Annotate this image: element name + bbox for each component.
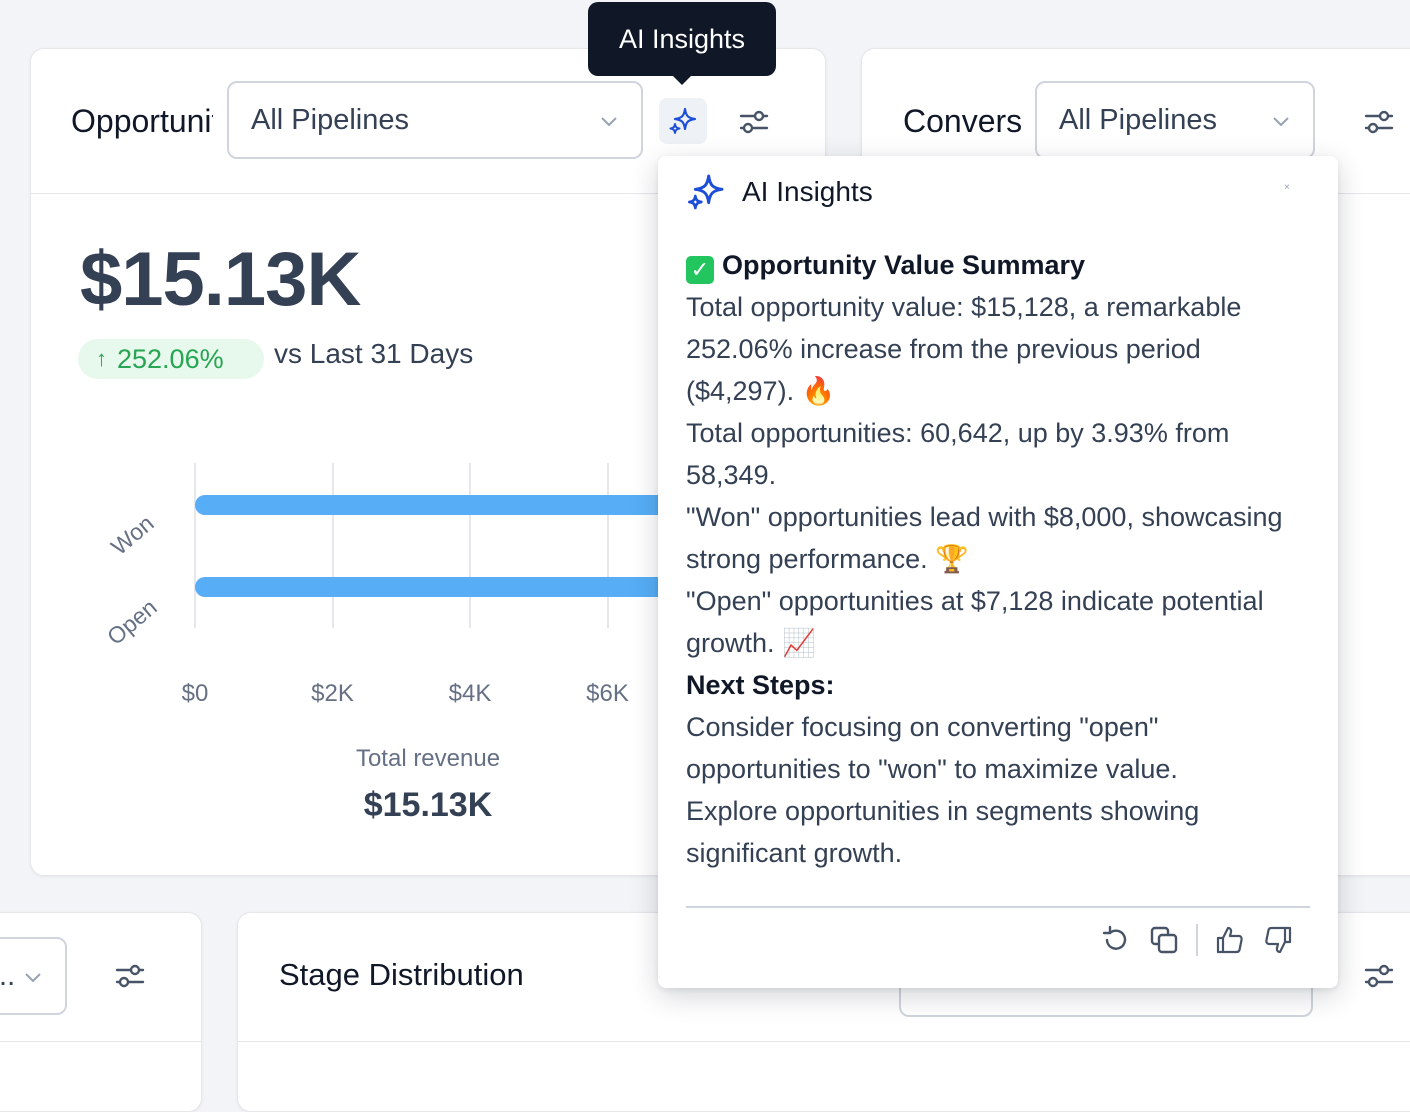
filter-button[interactable] (737, 105, 771, 139)
filter-sliders-icon (115, 964, 145, 988)
refresh-icon (1102, 925, 1127, 950)
total-revenue-label: Total revenue (355, 745, 501, 772)
sparkle-icon (688, 174, 724, 210)
thumbs-up-icon (1216, 926, 1243, 954)
next-step: Consider focusing on converting "open" o… (686, 712, 1178, 784)
ai-insights-panel: AI Insights × ✓ Opportunity Value Summary… (658, 156, 1338, 988)
pipeline-select[interactable]: All Pipelines (1035, 81, 1315, 159)
chevron-down-icon (601, 117, 617, 127)
chart-gridline (606, 463, 609, 628)
pipeline-select-value: All Pipelines (251, 103, 409, 136)
card-header-divider (238, 1041, 1410, 1042)
chart-up-icon: 📈 (782, 628, 816, 658)
insight-line: "Open" opportunities at $7,128 indicate … (686, 586, 1264, 658)
total-revenue-value: $15.13K (363, 786, 493, 824)
pipeline-select[interactable]: All Pipelines (227, 81, 643, 159)
bottom-left-card: ... (0, 912, 202, 1112)
x-tick-label: $2K (311, 680, 354, 707)
insight-line: "Won" opportunities lead with $8,000, sh… (686, 502, 1283, 574)
x-tick-label: $6K (586, 680, 629, 707)
next-steps-heading: Next Steps: (686, 670, 835, 700)
bar-open[interactable] (195, 577, 686, 597)
x-tick-label: $4K (448, 680, 492, 707)
card-title: Opportunity Value (71, 103, 213, 139)
panel-title: AI Insights (742, 176, 873, 207)
summary-heading: ✓ Opportunity Value Summary (686, 244, 1316, 286)
action-separator (1196, 924, 1198, 956)
bar-won[interactable] (195, 495, 745, 515)
insight-line: Total opportunities: 60,642, up by 3.93%… (686, 418, 1230, 490)
filter-button[interactable] (113, 959, 147, 993)
ai-insights-tooltip: AI Insights (588, 2, 776, 85)
change-badge: ↑ 252.06% (78, 339, 264, 379)
chart-gridline (194, 463, 196, 628)
pipeline-select-value: ... (0, 959, 16, 992)
filter-button[interactable] (1362, 105, 1396, 139)
filter-sliders-icon (1364, 110, 1394, 134)
insights-content: ✓ Opportunity Value Summary Total opportu… (686, 244, 1316, 874)
check-icon: ✓ (686, 256, 714, 284)
pipeline-select-value: All Pipelines (1059, 103, 1217, 136)
chevron-down-icon (1273, 117, 1289, 127)
chart-gridline (331, 463, 334, 628)
card-header-divider (31, 193, 825, 194)
close-icon[interactable]: × (1284, 182, 1290, 193)
copy-icon (1150, 926, 1178, 954)
opportunity-total-value: $15.13K (80, 237, 361, 322)
thumbs-down-icon (1265, 926, 1292, 954)
chevron-down-icon (25, 973, 41, 983)
insight-line: Total opportunity value: $15,128, a rema… (686, 292, 1242, 406)
chart-gridline (469, 463, 471, 628)
filter-button[interactable] (1362, 959, 1396, 993)
card-header-divider (0, 1041, 201, 1042)
card-title: Stage Distribution (279, 957, 524, 992)
change-percent: 252.06% (117, 343, 224, 374)
filter-sliders-icon (1364, 964, 1394, 988)
arrow-up-icon: ↑ (96, 346, 107, 371)
sparkle-icon (669, 107, 697, 134)
thumbs-down-button[interactable] (1258, 920, 1298, 960)
panel-divider (686, 906, 1310, 908)
x-tick-label: $0 (181, 680, 209, 707)
pipeline-select[interactable]: ... (0, 937, 67, 1015)
card-title: Conversion (903, 103, 1021, 139)
trophy-icon: 🏆 (935, 544, 969, 574)
fire-icon: 🔥 (801, 376, 836, 406)
regenerate-button[interactable] (1096, 920, 1136, 960)
copy-button[interactable] (1144, 920, 1184, 960)
ai-insights-button[interactable] (659, 98, 707, 144)
next-step: Explore opportunities in segments showin… (686, 796, 1200, 868)
filter-sliders-icon (739, 110, 769, 134)
comparison-period: vs Last 31 Days (274, 338, 474, 369)
thumbs-up-button[interactable] (1210, 920, 1250, 960)
